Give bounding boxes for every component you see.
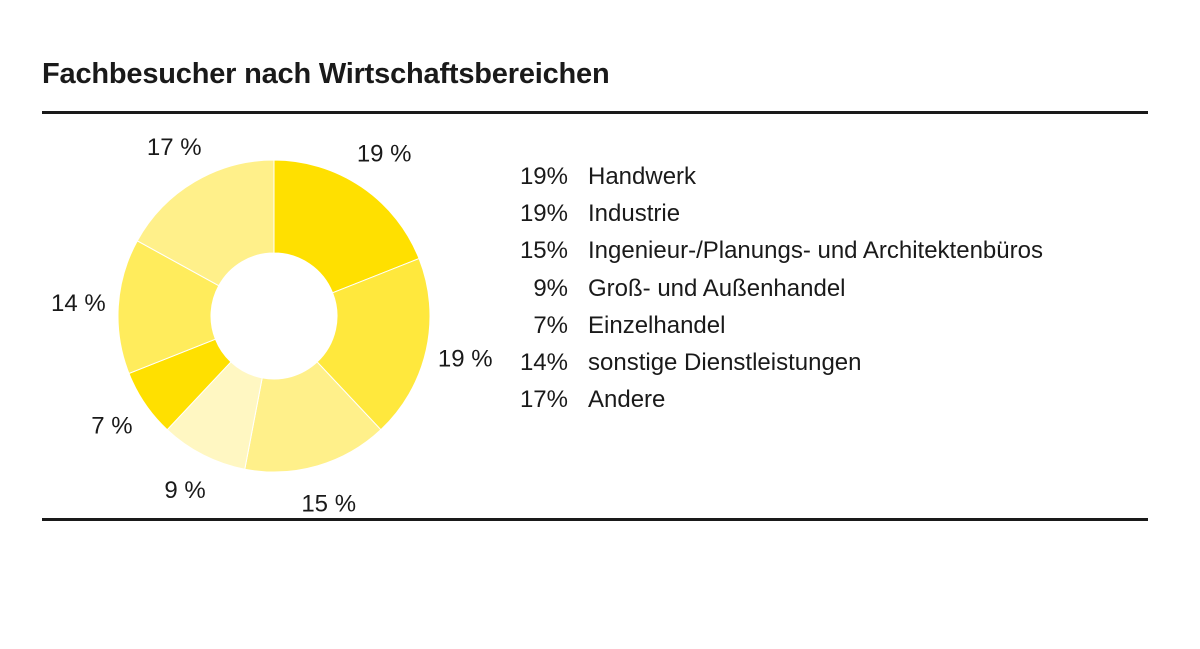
legend-item-einzelhandel: 7% Einzelhandel bbox=[500, 307, 1043, 344]
legend-label: Handwerk bbox=[588, 162, 697, 190]
slice-handwerk bbox=[273, 159, 420, 294]
slice-value-label: 14 % bbox=[51, 290, 106, 317]
legend-value: 19% bbox=[519, 162, 568, 190]
bottom-divider bbox=[42, 518, 1148, 521]
legend-label: sonstige Dienstleistungen bbox=[588, 349, 862, 377]
legend-value: 7% bbox=[533, 311, 568, 339]
legend-label: Groß- und Außenhandel bbox=[588, 274, 846, 302]
legend-item-sonstige-dienstleistungen: 14% sonstige Dienstleistungen bbox=[500, 344, 1043, 381]
legend-item-andere: 17% Andere bbox=[500, 382, 1043, 419]
slice-value-label: 9 % bbox=[164, 477, 205, 504]
legend: 19% Handwerk 19% Industrie 15% Ingenieur-/Pla… bbox=[500, 158, 1043, 419]
slice-andere bbox=[136, 159, 275, 287]
legend-value: 9% bbox=[533, 274, 568, 302]
slice-value-label: 19 % bbox=[438, 345, 493, 372]
slice-value-label: 19 % bbox=[357, 140, 412, 167]
legend-value: 14% bbox=[519, 349, 568, 377]
slice-value-label: 15 % bbox=[301, 491, 356, 515]
slice-sonstige-dienstleistungen bbox=[117, 240, 220, 375]
legend-label: Einzelhandel bbox=[588, 311, 726, 339]
legend-item-ingenieur-planungs-und-architektenbueros: 15% Ingenieur-/Planungs- und Architektenb… bbox=[500, 233, 1043, 270]
chart-title: Fachbesucher nach Wirtschaftsbereichen bbox=[42, 58, 610, 90]
legend-label: Andere bbox=[588, 386, 666, 414]
legend-item-industrie: 19% Industrie bbox=[500, 195, 1043, 232]
legend-value: 17% bbox=[519, 386, 568, 414]
legend-item-handwerk: 19% Handwerk bbox=[500, 158, 1043, 195]
slice-industrie bbox=[316, 257, 431, 431]
top-divider bbox=[42, 111, 1148, 114]
legend-label: Ingenieur-/Planungs- und Architektenbüro… bbox=[588, 237, 1043, 265]
slice-ingenieur-planungs-und-architektenbueros bbox=[244, 361, 382, 473]
legend-value: 19% bbox=[519, 199, 568, 227]
legend-label: Industrie bbox=[588, 199, 681, 227]
legend-value: 15% bbox=[519, 237, 568, 265]
slice-value-label: 17 % bbox=[147, 134, 202, 161]
donut-chart: 19 % 19 % 15 % 9 % 7 % 14 % 17 % bbox=[51, 134, 493, 515]
legend-item-gross-und-aussenhandel: 9% Groß- und Außenhandel bbox=[500, 270, 1043, 307]
slice-value-label: 7 % bbox=[91, 413, 132, 440]
